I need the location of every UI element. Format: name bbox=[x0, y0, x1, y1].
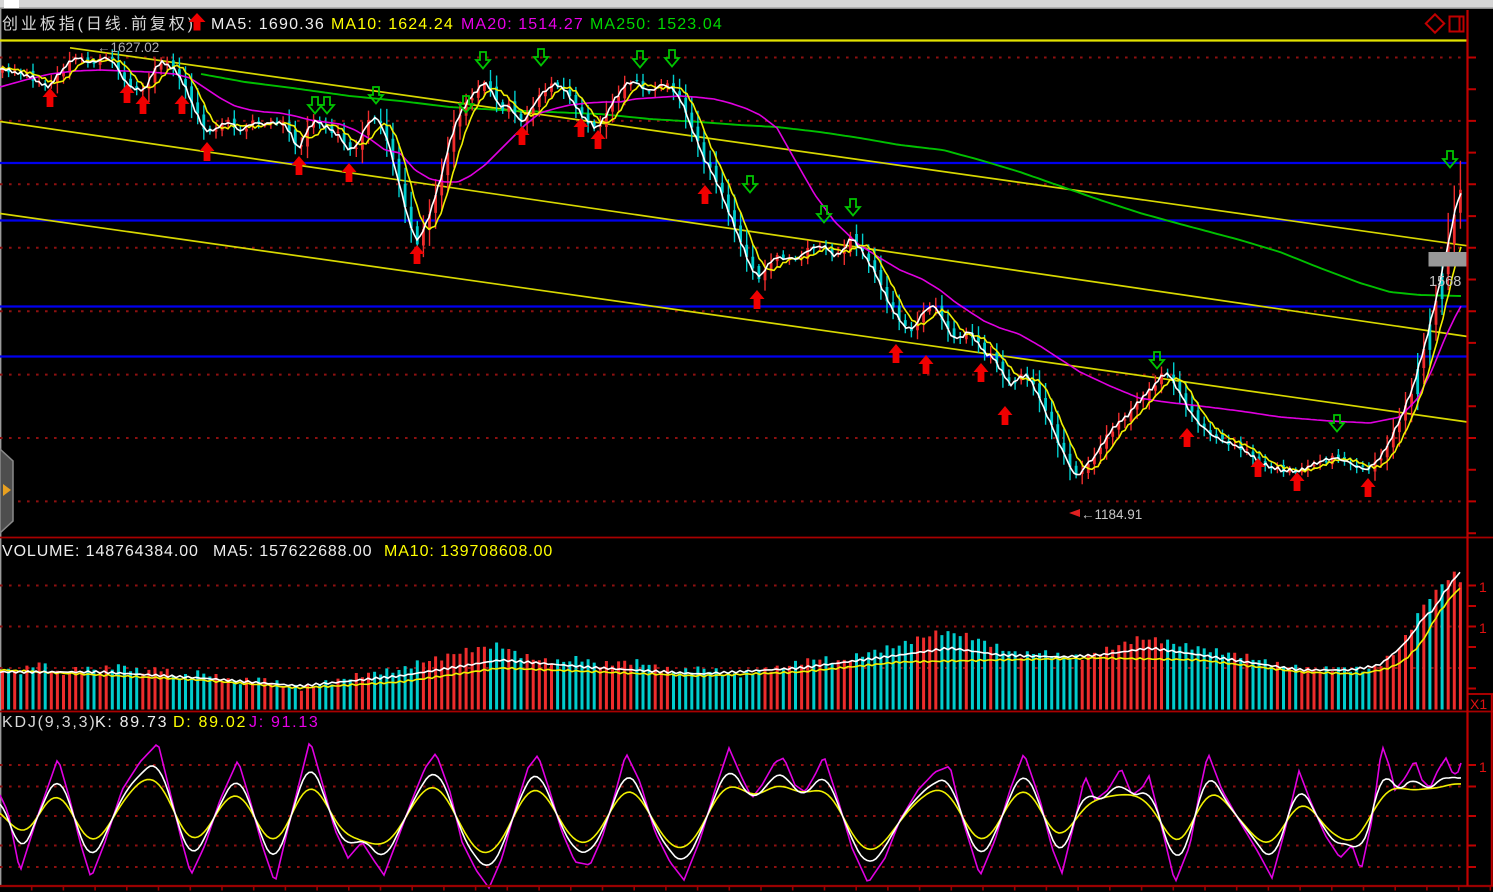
svg-text:←1184.91: ←1184.91 bbox=[1081, 507, 1142, 522]
svg-text:X1: X1 bbox=[1470, 696, 1487, 712]
svg-text:MA10: 139708608.00: MA10: 139708608.00 bbox=[384, 543, 553, 560]
svg-text:J: 91.13: J: 91.13 bbox=[249, 714, 320, 731]
svg-text:1: 1 bbox=[1479, 579, 1487, 595]
svg-text:K: 89.73: K: 89.73 bbox=[95, 714, 168, 731]
svg-text:VOLUME: 148764384.00: VOLUME: 148764384.00 bbox=[2, 543, 199, 560]
svg-text:1: 1 bbox=[1479, 759, 1487, 775]
svg-text:MA5: 1690.36: MA5: 1690.36 bbox=[211, 16, 325, 33]
svg-text:D: 89.02: D: 89.02 bbox=[173, 714, 247, 731]
svg-text:1568: 1568 bbox=[1429, 274, 1461, 290]
svg-text:MA10: 1624.24: MA10: 1624.24 bbox=[331, 16, 454, 33]
svg-text:KDJ(9,3,3): KDJ(9,3,3) bbox=[2, 714, 96, 731]
svg-text:创业板指(日线.前复权): 创业板指(日线.前复权) bbox=[2, 15, 196, 33]
svg-text:1: 1 bbox=[1479, 620, 1487, 636]
svg-text:←1627.02: ←1627.02 bbox=[97, 40, 159, 55]
svg-text:MA250: 1523.04: MA250: 1523.04 bbox=[590, 16, 723, 33]
svg-text:MA5: 157622688.00: MA5: 157622688.00 bbox=[213, 543, 372, 560]
svg-text:MA20: 1514.27: MA20: 1514.27 bbox=[461, 16, 584, 33]
